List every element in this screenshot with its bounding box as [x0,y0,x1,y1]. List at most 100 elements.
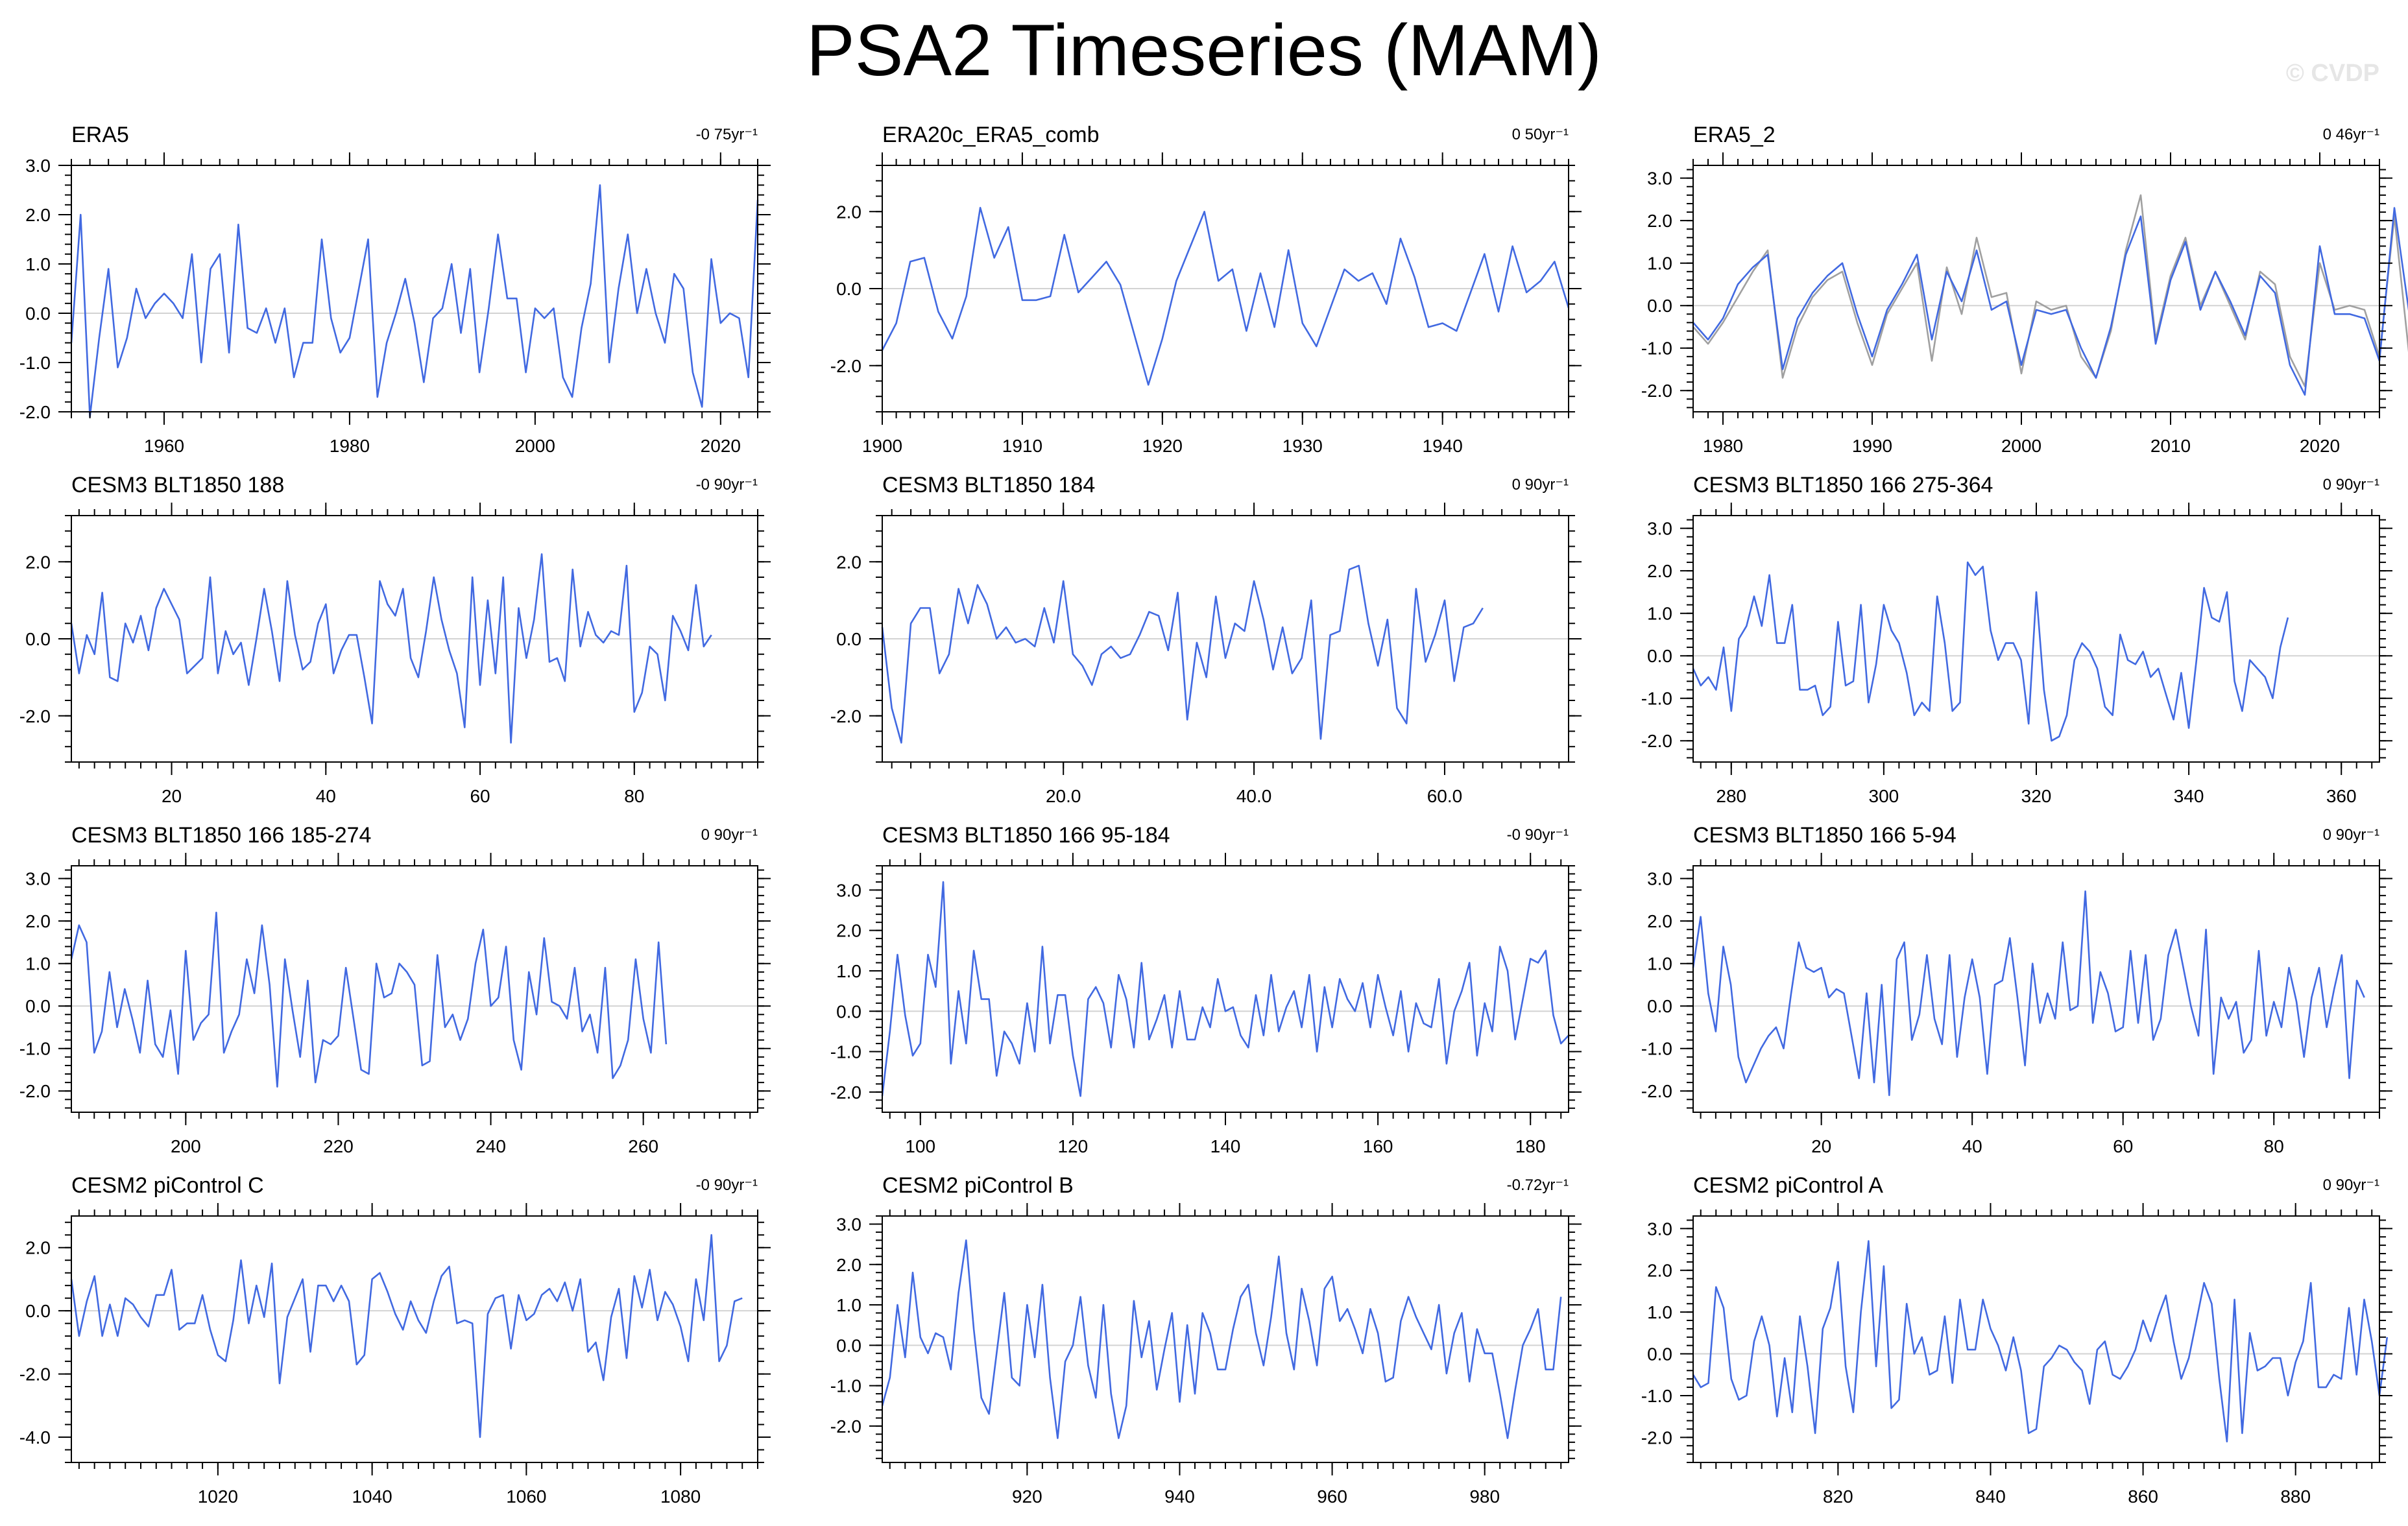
y-tick-label: 2.0 [1647,561,1672,581]
x-tick-label: 160 [1363,1136,1393,1156]
y-tick-label: -2.0 [19,1365,51,1385]
x-tick-label: 60 [470,786,490,806]
series-line [70,1234,743,1438]
y-tick-label: 2.0 [1647,911,1672,931]
trend-label: 0 90yr⁻¹ [1512,476,1569,494]
y-tick-label: 0.0 [1647,296,1672,316]
y-tick-label: -4.0 [19,1427,51,1448]
x-tick-label: 2010 [2150,436,2191,456]
x-tick-label: 40 [316,786,336,806]
chart-panel: 200 220 240 260 -2.0 -1.0 0.0 1.0 2.0 3.0 CESM3 BL… [19,823,771,1156]
x-tick-label: 1020 [198,1486,238,1507]
x-tick-label: 880 [2280,1486,2311,1507]
panel-title: ERA5_2 [1693,123,1776,147]
chart-panel: 820 840 860 880 -2.0 -1.0 0.0 1.0 2.0 3.0 CESM2 pi… [1641,1173,2392,1507]
x-tick-label: 2020 [2300,436,2340,456]
plot-frame [71,1215,758,1463]
panel-title: ERA20c_ERA5_comb [882,123,1100,147]
x-tick-label: 320 [2021,786,2052,806]
x-tick-label: 240 [476,1136,506,1156]
series-line [70,911,668,1088]
trend-label: -0.72yr⁻¹ [1507,1176,1569,1194]
y-tick-label: 1.0 [836,961,861,981]
x-tick-label: 100 [905,1136,935,1156]
y-tick-label: -1.0 [1641,1039,1672,1059]
panel-title: CESM3 BLT1850 166 275-364 [1693,473,1993,497]
y-tick-label: 1.0 [1647,604,1672,624]
chart-panel: 1900 1910 1920 1930 1940 -2.0 0.0 2.0 ERA20c_ERA… [830,123,1582,456]
y-tick-label: 0.0 [1647,1344,1672,1365]
series-line [1692,890,2365,1097]
plot-frame [882,1215,1569,1463]
y-tick-label: 3.0 [1647,1219,1672,1239]
y-tick-label: 3.0 [836,880,861,900]
y-tick-label: 0.0 [836,1335,861,1355]
x-tick-label: 1980 [1703,436,1743,456]
x-tick-label: 860 [2128,1486,2158,1507]
y-tick-label: -1.0 [19,1039,51,1059]
series-line [881,206,1570,386]
x-tick-label: 960 [1317,1486,1347,1507]
y-tick-label: 2.0 [25,205,51,225]
y-tick-label: -1.0 [1641,689,1672,709]
trend-label: -0 75yr⁻¹ [696,126,758,143]
x-tick-label: 60 [2113,1136,2133,1156]
panel-title: CESM3 BLT1850 184 [882,473,1095,497]
x-tick-label: 1930 [1282,436,1323,456]
x-tick-label: 80 [2264,1136,2284,1156]
x-tick-label: 1080 [660,1486,701,1507]
x-tick-label: 280 [1716,786,1746,806]
x-tick-label: 80 [624,786,644,806]
x-tick-label: 840 [1975,1486,2006,1507]
y-tick-label: -2.0 [830,356,861,376]
y-tick-label: 0.0 [25,629,51,649]
x-tick-label: 340 [2174,786,2204,806]
trend-label: 0 90yr⁻¹ [701,826,758,844]
y-tick-label: 1.0 [25,954,51,974]
series-line [70,553,712,744]
trend-label: -0 90yr⁻¹ [696,476,758,494]
y-tick-label: -2.0 [1641,381,1672,401]
y-tick-label: 3.0 [1647,519,1672,539]
y-tick-label: 2.0 [1647,211,1672,231]
panel-title: CESM2 piControl B [882,1173,1074,1198]
trend-label: -0 90yr⁻¹ [1507,826,1569,844]
panel-title: CESM2 piControl C [71,1173,264,1198]
x-tick-label: 140 [1210,1136,1241,1156]
y-tick-label: 1.0 [25,254,51,274]
x-tick-label: 1060 [506,1486,546,1507]
y-tick-label: 0.0 [1647,996,1672,1016]
y-tick-label: 3.0 [1647,869,1672,889]
y-tick-label: 2.0 [25,1238,51,1258]
x-tick-label: 2020 [701,436,741,456]
x-tick-label: 1900 [862,436,902,456]
y-tick-label: 3.0 [1647,169,1672,189]
y-tick-label: 0.0 [836,279,861,299]
trend-label: 0 90yr⁻¹ [2323,826,2379,844]
chart-panel: 20 40 60 80 -2.0 -1.0 0.0 1.0 2.0 3.0 CESM3 BLT185… [1641,823,2392,1156]
x-tick-label: 120 [1058,1136,1089,1156]
x-tick-label: 1040 [352,1486,392,1507]
x-tick-label: 1940 [1423,436,1463,456]
y-tick-label: 0.0 [25,304,51,324]
y-tick-label: 3.0 [25,869,51,889]
chart-panel: 20 40 60 80 -2.0 0.0 2.0 CESM3 BLT1850 188 -0 90… [19,473,771,806]
reference-series-line [1692,194,2408,388]
x-tick-label: 1910 [1002,436,1042,456]
panel-title: ERA5 [71,123,129,147]
y-tick-label: 0.0 [836,1001,861,1021]
y-tick-label: -2.0 [1641,1081,1672,1101]
x-tick-label: 40 [1962,1136,1982,1156]
x-tick-label: 220 [323,1136,354,1156]
series-line [1692,561,2289,742]
y-tick-label: 2.0 [836,552,861,572]
x-tick-label: 1980 [330,436,370,456]
x-tick-label: 2000 [515,436,555,456]
y-tick-label: -2.0 [1641,731,1672,751]
x-tick-label: 1960 [144,436,184,456]
y-tick-label: 1.0 [1647,254,1672,274]
y-tick-label: -1.0 [1641,339,1672,359]
chart-panel: 20.0 40.0 60.0 -2.0 0.0 2.0 CESM3 BLT1850 184 0… [830,473,1582,806]
x-tick-label: 20.0 [1046,786,1081,806]
